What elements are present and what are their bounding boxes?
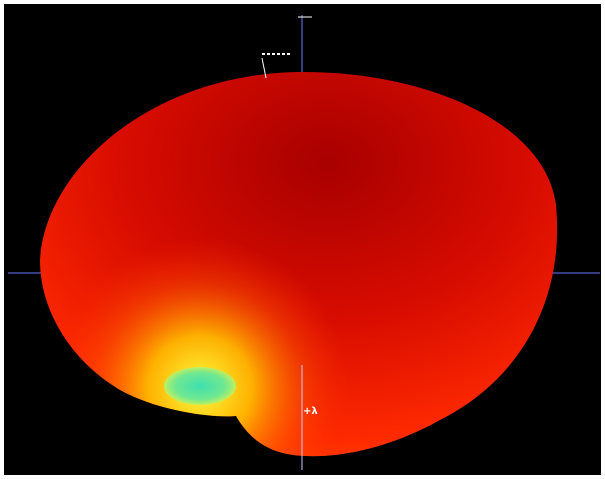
axis-marker: [261, 57, 267, 79]
axis-label: +λ: [303, 406, 318, 417]
pattern-minimum: [164, 367, 236, 405]
radiation-pattern: [40, 71, 558, 457]
pattern-glow: [40, 71, 558, 457]
